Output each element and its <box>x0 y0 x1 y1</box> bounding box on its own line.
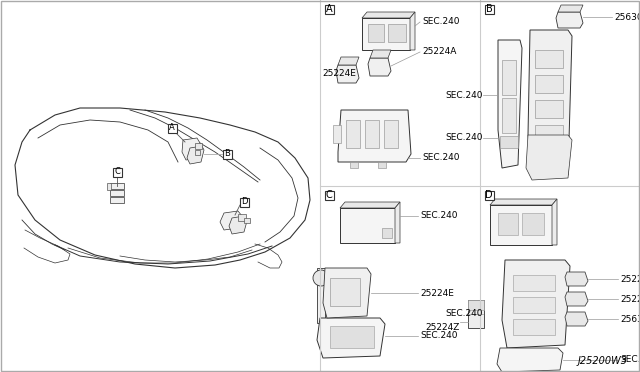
Bar <box>484 4 493 13</box>
Polygon shape <box>323 268 371 318</box>
Bar <box>468 300 484 328</box>
Polygon shape <box>498 40 522 168</box>
Text: D: D <box>241 198 247 206</box>
Text: 25224A: 25224A <box>422 48 456 57</box>
Polygon shape <box>565 292 588 306</box>
Polygon shape <box>362 12 415 18</box>
Text: SEC.240: SEC.240 <box>445 134 483 142</box>
Text: SEC.240: SEC.240 <box>422 17 460 26</box>
Polygon shape <box>502 260 570 348</box>
Bar <box>168 124 177 132</box>
Text: C: C <box>114 167 120 176</box>
Bar <box>330 326 374 348</box>
Polygon shape <box>229 216 247 234</box>
Bar <box>223 150 232 158</box>
Text: 25630: 25630 <box>620 314 640 324</box>
Polygon shape <box>558 5 583 12</box>
Bar <box>195 150 200 155</box>
Polygon shape <box>370 50 391 58</box>
Polygon shape <box>220 211 242 230</box>
Bar <box>382 228 392 238</box>
Text: SEC.240: SEC.240 <box>420 331 458 340</box>
Polygon shape <box>368 58 391 76</box>
Polygon shape <box>395 202 400 243</box>
Bar <box>365 120 379 148</box>
Polygon shape <box>182 138 200 160</box>
Text: 25224B: 25224B <box>620 275 640 283</box>
Text: SEC.240: SEC.240 <box>620 356 640 365</box>
Bar <box>330 278 360 306</box>
Polygon shape <box>317 268 325 323</box>
Text: A: A <box>326 4 332 14</box>
Bar <box>513 319 555 335</box>
Bar <box>195 143 202 149</box>
Circle shape <box>313 270 329 286</box>
Bar <box>502 98 516 133</box>
Bar <box>513 275 555 291</box>
Bar <box>522 213 544 235</box>
Text: SEC.240: SEC.240 <box>445 90 483 99</box>
Text: 25630: 25630 <box>614 13 640 22</box>
Bar <box>490 205 552 245</box>
Bar <box>368 24 384 42</box>
Polygon shape <box>490 199 557 205</box>
Text: A: A <box>169 124 175 132</box>
Text: 25224E: 25224E <box>420 289 454 298</box>
Text: 25224M: 25224M <box>620 295 640 304</box>
Bar <box>244 218 250 223</box>
Polygon shape <box>528 30 572 178</box>
Text: 25224E: 25224E <box>322 70 356 78</box>
Text: B: B <box>224 150 230 158</box>
Polygon shape <box>338 110 411 162</box>
Bar <box>535 75 563 93</box>
Bar <box>113 167 122 176</box>
Bar <box>340 208 395 243</box>
Bar <box>388 24 406 42</box>
Bar <box>502 60 516 95</box>
Bar <box>484 190 493 199</box>
Polygon shape <box>565 312 588 326</box>
Bar <box>346 120 360 148</box>
Bar <box>500 136 518 148</box>
Bar <box>535 125 563 143</box>
Polygon shape <box>552 199 557 245</box>
Bar <box>239 198 248 206</box>
Bar <box>350 162 358 168</box>
Text: SEC.240: SEC.240 <box>420 212 458 221</box>
Bar <box>110 197 124 203</box>
Bar <box>362 18 410 50</box>
Bar <box>324 4 333 13</box>
Bar <box>238 214 246 221</box>
Polygon shape <box>497 348 563 372</box>
Polygon shape <box>340 202 400 208</box>
Text: SEC.240: SEC.240 <box>422 154 460 163</box>
Polygon shape <box>187 146 204 164</box>
Bar <box>107 183 111 190</box>
Text: SEC.240: SEC.240 <box>445 310 483 318</box>
Bar <box>324 190 333 199</box>
Polygon shape <box>556 12 583 28</box>
Text: D: D <box>485 190 493 200</box>
Polygon shape <box>317 318 385 358</box>
Text: B: B <box>486 4 492 14</box>
Polygon shape <box>565 272 588 286</box>
Bar <box>110 183 124 189</box>
Polygon shape <box>338 57 359 65</box>
Text: J25200W3: J25200W3 <box>578 356 628 366</box>
Polygon shape <box>526 135 572 180</box>
Text: 25224Z: 25224Z <box>426 324 460 333</box>
Polygon shape <box>410 12 415 50</box>
Bar <box>384 120 398 148</box>
Bar <box>498 213 518 235</box>
Bar <box>378 162 386 168</box>
Bar <box>333 125 341 143</box>
Bar <box>468 300 484 310</box>
Polygon shape <box>336 65 359 83</box>
Bar <box>110 190 124 196</box>
Text: C: C <box>326 190 332 200</box>
Bar <box>535 50 563 68</box>
Bar <box>535 100 563 118</box>
Bar <box>513 297 555 313</box>
